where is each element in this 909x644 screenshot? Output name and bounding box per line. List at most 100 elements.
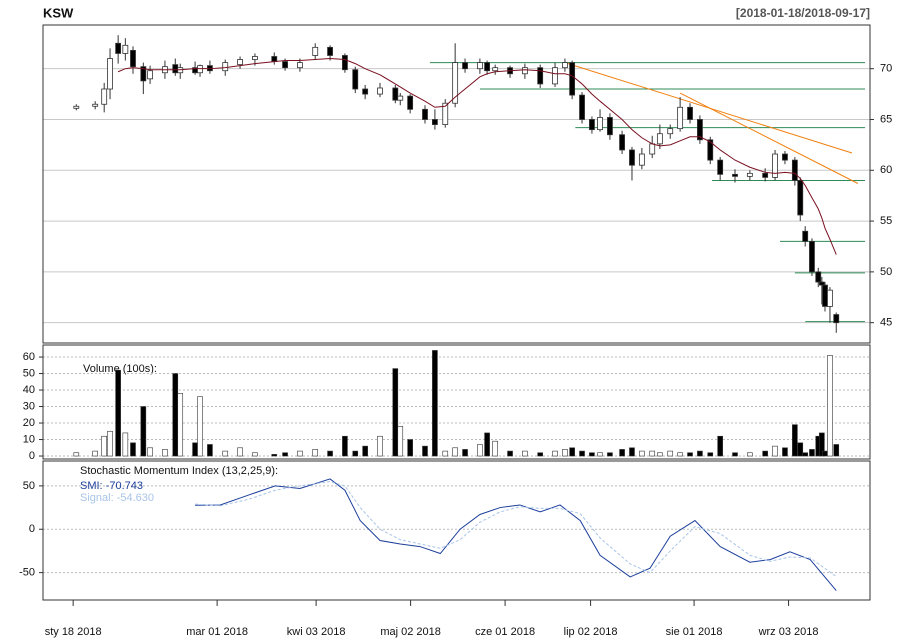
legend-entry: SMI: -70.743 bbox=[80, 480, 143, 492]
candle-body bbox=[397, 95, 404, 101]
volume-bar bbox=[619, 449, 625, 457]
volume-bar bbox=[649, 450, 656, 457]
y-tick-label: 70 bbox=[880, 63, 892, 75]
candle-body bbox=[312, 46, 319, 56]
y-tick-label: 0 bbox=[29, 450, 35, 462]
candle-body bbox=[422, 108, 428, 120]
volume-bar bbox=[762, 450, 768, 457]
volume-bar bbox=[352, 450, 359, 457]
y-tick-label: -50 bbox=[19, 567, 35, 579]
volume-bar bbox=[342, 435, 348, 457]
volume-bar bbox=[432, 350, 438, 457]
candle-body bbox=[177, 67, 184, 74]
candle-body bbox=[484, 62, 490, 72]
candle-body bbox=[362, 88, 369, 95]
volume-bar bbox=[252, 452, 258, 457]
candle-body bbox=[791, 159, 798, 181]
volume-bar bbox=[392, 368, 399, 457]
volume-bar bbox=[667, 450, 674, 457]
volume-bar bbox=[537, 452, 543, 457]
y-tick-label: 65 bbox=[880, 113, 892, 125]
y-tick-label: 30 bbox=[23, 400, 35, 412]
smi-line bbox=[195, 478, 837, 591]
candle-body bbox=[762, 172, 769, 178]
candle-body bbox=[172, 64, 179, 74]
y-tick-label: 60 bbox=[23, 351, 35, 363]
legend-entry: Signal: -54.630 bbox=[80, 492, 154, 504]
candle-body bbox=[597, 117, 603, 131]
candle-body bbox=[271, 56, 278, 62]
chart-subtitle: [2018-01-18/2018-09-17] bbox=[736, 6, 870, 20]
x-tick-label: maj 02 2018 bbox=[380, 626, 441, 638]
volume-bar bbox=[282, 452, 288, 457]
candle-body bbox=[492, 67, 499, 72]
volume-bar bbox=[562, 449, 568, 457]
volume-bar bbox=[140, 406, 147, 457]
candle-body bbox=[222, 62, 229, 72]
volume-bar bbox=[107, 430, 113, 457]
volume-bar bbox=[172, 373, 179, 457]
volume-bar bbox=[607, 452, 613, 457]
volume-bar bbox=[507, 450, 513, 457]
candle-body bbox=[147, 70, 153, 80]
y-tick-label: 45 bbox=[880, 317, 892, 329]
x-tick-label: wrz 03 2018 bbox=[758, 626, 819, 638]
candle-body bbox=[629, 149, 635, 166]
candle-body bbox=[462, 62, 468, 70]
candle-body bbox=[656, 133, 663, 145]
volume-bar bbox=[147, 447, 153, 457]
volume-bar bbox=[115, 369, 121, 457]
volume-bar bbox=[677, 452, 683, 457]
candle-body bbox=[537, 67, 544, 85]
candle-body bbox=[377, 87, 383, 95]
volume-bar bbox=[462, 449, 468, 457]
x-tick-label: lip 02 2018 bbox=[564, 626, 618, 638]
volume-bar bbox=[827, 355, 833, 457]
volume-bar bbox=[772, 445, 778, 457]
y-tick-label: 20 bbox=[23, 417, 35, 429]
panel-title: Volume (100s): bbox=[83, 363, 157, 375]
volume-bar bbox=[192, 442, 198, 457]
x-tick-label: sty 18 2018 bbox=[45, 626, 102, 638]
candle-body bbox=[827, 289, 833, 307]
volume-bar bbox=[422, 445, 428, 457]
volume-bar bbox=[522, 450, 528, 457]
candle-body bbox=[815, 271, 822, 283]
y-tick-label: 50 bbox=[880, 266, 892, 278]
trend-line bbox=[679, 92, 859, 184]
volume-bar bbox=[589, 452, 595, 457]
volume-bar bbox=[122, 432, 129, 457]
candle-body bbox=[732, 173, 738, 177]
candle-body bbox=[342, 55, 348, 71]
panel-frame bbox=[42, 24, 871, 344]
volume-bar bbox=[579, 450, 585, 457]
candle-body bbox=[797, 180, 804, 216]
candle-body bbox=[638, 153, 645, 166]
smi-line bbox=[195, 481, 837, 577]
candle-body bbox=[822, 284, 828, 307]
chart-title: KSW bbox=[43, 5, 74, 20]
candle-body bbox=[407, 95, 414, 110]
candle-body bbox=[697, 119, 703, 141]
volume-bar bbox=[73, 452, 80, 457]
panel-title: Stochastic Momentum Index (13,2,25,9): bbox=[80, 465, 278, 477]
candle-body bbox=[442, 102, 449, 125]
volume-bar bbox=[271, 454, 278, 457]
volume-bar bbox=[362, 445, 368, 457]
volume-bar bbox=[819, 432, 825, 457]
candle-body bbox=[746, 172, 753, 177]
volume-bar bbox=[452, 447, 458, 457]
x-tick-label: sie 01 2018 bbox=[666, 626, 723, 638]
volume-bar bbox=[312, 449, 319, 457]
volume-bar bbox=[797, 442, 804, 457]
volume-bar bbox=[697, 450, 703, 457]
candle-body bbox=[432, 119, 438, 125]
candle-body bbox=[197, 65, 203, 74]
candle-body bbox=[101, 88, 108, 105]
candle-body bbox=[579, 94, 585, 120]
candle-body bbox=[569, 62, 576, 96]
volume-bar bbox=[222, 450, 229, 457]
y-tick-label: 55 bbox=[880, 215, 892, 227]
